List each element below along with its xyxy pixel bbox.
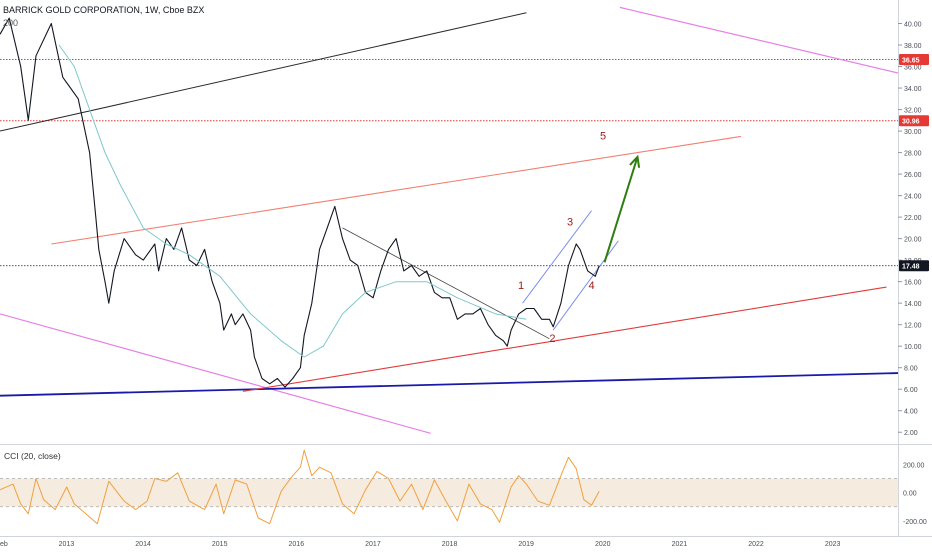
long-trend-line: [0, 12, 527, 132]
x-tick-label: eb: [0, 541, 8, 548]
x-tick-label: 2014: [135, 541, 151, 548]
cci-tick-label: 200.00: [903, 462, 925, 469]
y-tick-label: 10.00: [904, 344, 922, 351]
y-tick-label: 4.00: [904, 409, 918, 416]
y-tick-label: 38.00: [904, 43, 922, 50]
wave-label: 2: [549, 333, 555, 345]
price-axis-tag: [899, 260, 929, 272]
wave-label: 4: [588, 280, 594, 292]
y-tick-label: 24.00: [904, 194, 922, 201]
y-tick-label: 16.00: [904, 280, 922, 287]
y-tick-label: 40.00: [904, 22, 922, 29]
x-tick-label: 2021: [672, 541, 688, 548]
x-tick-label: 2023: [825, 541, 841, 548]
price-axis-tag: [899, 54, 929, 66]
price-line: [0, 17, 600, 388]
wave-label: 5: [600, 131, 606, 143]
channel-lower-line: [242, 286, 887, 392]
channel-upper-line: [51, 135, 742, 245]
cci-tick-label: 0.00: [903, 491, 917, 498]
y-tick-label: 12.00: [904, 323, 922, 330]
x-tick-label: 2015: [212, 541, 228, 548]
price-axis-tag-label: 17.48: [902, 264, 920, 271]
y-tick-label: 14.00: [904, 301, 922, 308]
magenta-trend-bottom: [0, 313, 431, 434]
moving-average-line: [58, 44, 527, 358]
wave-label: 3: [567, 217, 573, 229]
y-tick-label: 22.00: [904, 215, 922, 222]
y-tick-label: 8.00: [904, 366, 918, 373]
y-tick-label: 30.00: [904, 129, 922, 136]
x-tick-label: 2017: [365, 541, 381, 548]
cci-pane: [0, 449, 898, 525]
wave-channel-upper: [522, 210, 592, 304]
cci-band: [0, 478, 898, 507]
y-tick-label: 20.00: [904, 237, 922, 244]
x-tick-label: 2018: [442, 541, 458, 548]
magenta-trend-top: [619, 6, 898, 74]
x-tick-label: 2016: [289, 541, 305, 548]
wave-label: 1: [518, 280, 524, 292]
y-tick-label: 28.00: [904, 151, 922, 158]
cci-tick-label: -200.00: [903, 519, 927, 526]
y-tick-label: 34.00: [904, 86, 922, 93]
price-axis-tag: [899, 115, 929, 127]
price-axis-tag-label: 36.65: [902, 58, 920, 65]
y-tick-label: 6.00: [904, 387, 918, 394]
projection-arrow-shaft: [603, 156, 639, 263]
x-tick-label: 2013: [59, 541, 75, 548]
wave-downtrend-line: [342, 227, 550, 340]
y-tick-label: 26.00: [904, 172, 922, 179]
price-axis-tag-label: 30.96: [902, 119, 920, 126]
x-tick-label: 2020: [595, 541, 611, 548]
y-tick-label: 2.00: [904, 430, 918, 437]
projection-arrow-head: [629, 154, 641, 168]
cci-line: [0, 449, 600, 525]
blue-support-line: [0, 372, 898, 397]
symbol-title: BARRICK GOLD CORPORATION, 1W, Cboe BZX: [3, 5, 205, 15]
y-tick-label: 36.00: [904, 65, 922, 72]
y-tick-label: 32.00: [904, 108, 922, 115]
x-tick-label: 2022: [748, 541, 764, 548]
price-pane: 1 2 3 4 5: [0, 6, 898, 434]
ma-label: 200: [3, 18, 19, 28]
x-tick-label: 2019: [518, 541, 534, 548]
cci-label: CCI (20, close): [4, 451, 61, 461]
